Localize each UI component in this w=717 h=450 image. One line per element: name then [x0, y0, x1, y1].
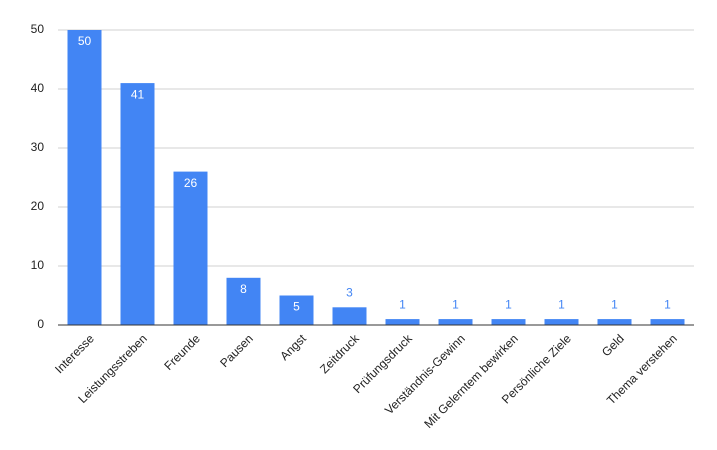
- x-tick-label: Pausen: [217, 331, 256, 370]
- data-label: 50: [78, 34, 92, 48]
- data-label: 1: [558, 297, 565, 311]
- y-tick-label: 30: [31, 140, 45, 154]
- x-tick-label: Interesse: [52, 331, 97, 376]
- y-tick-label: 40: [31, 81, 45, 95]
- bar: [226, 277, 261, 325]
- x-tick-label: Mit Gelerntem bewirken: [421, 331, 521, 431]
- bar: [173, 171, 208, 325]
- data-label: 26: [184, 176, 198, 190]
- y-tick-label: 0: [37, 317, 44, 331]
- y-tick-label: 10: [31, 258, 45, 272]
- bar: [385, 319, 420, 325]
- bar: [332, 307, 367, 325]
- data-label: 1: [664, 297, 671, 311]
- bar: [650, 319, 685, 325]
- bar: [120, 83, 155, 325]
- bar: [67, 30, 102, 325]
- y-tick-label: 50: [31, 22, 45, 36]
- bar: [279, 295, 314, 325]
- data-label: 5: [293, 300, 300, 314]
- data-label: 8: [240, 282, 247, 296]
- bar: [544, 319, 579, 325]
- x-tick-label: Freunde: [161, 331, 203, 373]
- data-label: 1: [399, 297, 406, 311]
- bar: [438, 319, 473, 325]
- bar: [491, 319, 526, 325]
- data-label: 1: [611, 297, 618, 311]
- data-label: 3: [346, 285, 353, 299]
- x-tick-label: Zeitdruck: [317, 331, 363, 377]
- x-tick-label: Geld: [599, 331, 627, 359]
- y-tick-label: 20: [31, 199, 45, 213]
- data-label: 41: [131, 87, 145, 101]
- bar: [597, 319, 632, 325]
- x-tick-label: Angst: [277, 331, 309, 363]
- data-label: 1: [505, 297, 512, 311]
- data-label: 1: [452, 297, 459, 311]
